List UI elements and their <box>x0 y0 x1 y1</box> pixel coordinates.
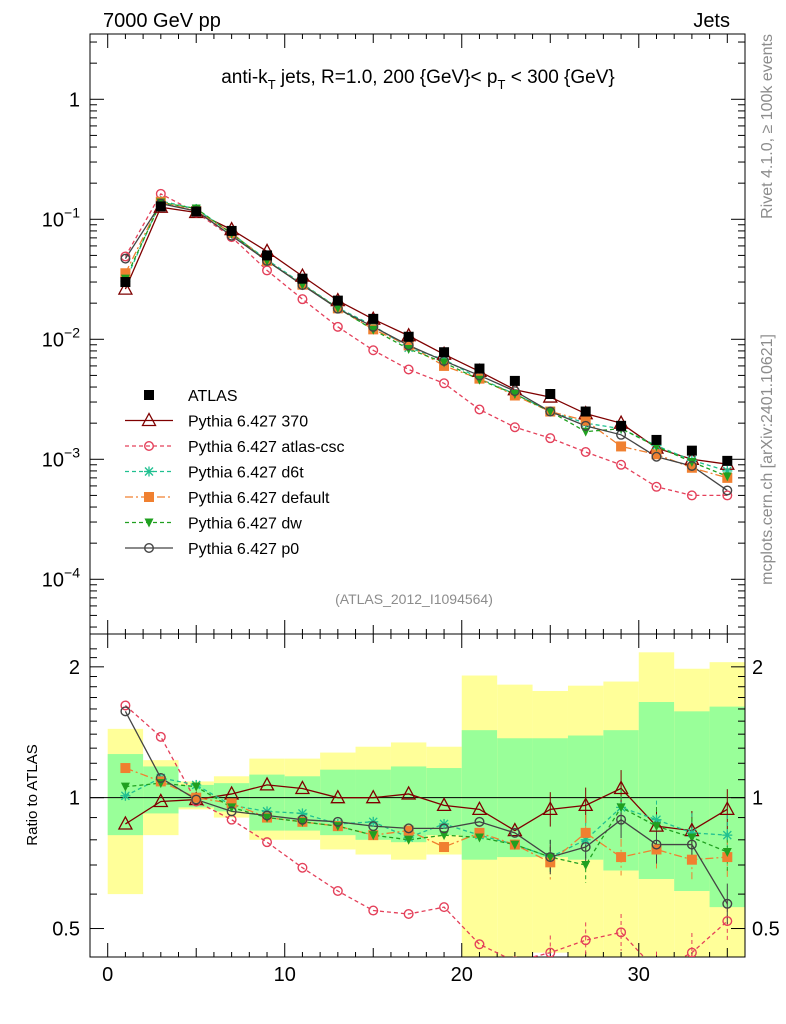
side-label-bottom: mcplots.cern.ch [arXiv:2401.10621] <box>759 334 776 585</box>
legend-label: ATLAS <box>188 388 238 405</box>
legend-label: Pythia 6.427 default <box>188 490 330 507</box>
legend-entry-default: Pythia 6.427 default <box>125 490 330 507</box>
main-y-tick-label: 10−3 <box>42 444 80 471</box>
point-atlas <box>156 201 166 211</box>
legend-entry-atlas-csc: Pythia 6.427 atlas-csc <box>125 439 345 456</box>
legend-marker <box>145 519 154 528</box>
point-atlas <box>120 277 130 287</box>
ratio-ylabel: Ratio to ATLAS <box>24 744 41 845</box>
legend-entry-dw: Pythia 6.427 dw <box>125 516 302 533</box>
point-atlas <box>545 389 555 399</box>
x-tick-label: 0 <box>102 964 113 986</box>
point-atlas <box>722 456 732 466</box>
legend-marker <box>144 467 154 477</box>
ratio-point-atlas-csc <box>511 957 520 966</box>
point-atlas <box>227 226 237 236</box>
legend-label: Pythia 6.427 d6t <box>188 465 304 482</box>
main-y-tick-label: 10−1 <box>42 204 80 231</box>
ratio-point-atlas-csc <box>652 966 661 975</box>
legend-entry-p0: Pythia 6.427 p0 <box>125 541 299 558</box>
legend-label: Pythia 6.427 atlas-csc <box>188 439 345 456</box>
legend-label: Pythia 6.427 370 <box>188 414 308 431</box>
point-atlas <box>333 296 343 306</box>
point-atlas <box>262 250 272 260</box>
point-atlas <box>651 435 661 445</box>
point-atlas <box>297 274 307 284</box>
legend-marker <box>143 414 156 426</box>
ratio-point-default <box>439 842 449 852</box>
chart-title: anti-kT jets, R=1.0, 200 {GeV}< pT < 300… <box>221 67 615 92</box>
ratio-point-default <box>616 852 626 862</box>
point-atlas <box>616 421 626 431</box>
point-atlas-csc <box>298 295 307 304</box>
point-atlas <box>581 407 591 417</box>
x-tick-label: 20 <box>451 964 473 986</box>
legend-entry-370: Pythia 6.427 370 <box>125 414 308 431</box>
ratio-point-default <box>120 763 130 773</box>
main-y-tick-label: 10−4 <box>42 564 80 591</box>
chart: 7000 GeV pp Jets Rivet 4.1.0, ≥ 100k eve… <box>0 0 786 1024</box>
legend-entry-d6t: Pythia 6.427 d6t <box>125 465 304 482</box>
uncertainty-bands <box>108 652 745 961</box>
ratio-point-d6t <box>120 791 130 801</box>
ratio-point-default <box>687 855 697 865</box>
legend-label: Pythia 6.427 dw <box>188 516 302 533</box>
point-atlas-csc <box>404 365 413 374</box>
side-label-top: Rivet 4.1.0, ≥ 100k events <box>759 34 776 219</box>
ratio-y-tick-label: 2 <box>69 657 80 679</box>
point-atlas <box>368 314 378 324</box>
main-y-tick-label: 10−2 <box>42 324 80 351</box>
point-atlas <box>510 376 520 386</box>
legend-marker <box>144 390 154 400</box>
ratio-y-tick-label-right: 2 <box>752 657 763 679</box>
ratio-y-tick-label-right: 1 <box>752 788 763 810</box>
point-atlas <box>687 446 697 456</box>
point-atlas-csc <box>475 405 484 414</box>
ratio-point-p0 <box>121 707 130 716</box>
x-tick-label: 10 <box>274 964 296 986</box>
ratio-point-atlas-csc <box>157 733 166 742</box>
analysis-watermark: (ATLAS_2012_I1094564) <box>335 591 493 607</box>
point-atlas <box>191 207 201 217</box>
x-tick-label: 30 <box>628 964 650 986</box>
point-atlas <box>474 364 484 374</box>
point-atlas <box>439 347 449 357</box>
legend-entry-atlas: ATLAS <box>144 388 238 405</box>
legend-label: Pythia 6.427 p0 <box>188 541 299 558</box>
ratio-point-d6t <box>722 830 732 840</box>
main-y-tick-label: 1 <box>69 89 80 111</box>
header-right: Jets <box>693 10 730 32</box>
band-green <box>356 770 391 840</box>
ratio-y-tick-label-right: 0.5 <box>752 919 780 941</box>
point-atlas-csc <box>581 448 590 457</box>
legend-marker <box>144 492 154 502</box>
ratio-y-tick-label: 0.5 <box>52 919 80 941</box>
ratio-y-tick-label: 1 <box>69 788 80 810</box>
point-default <box>616 441 626 451</box>
header-left: 7000 GeV pp <box>103 10 221 32</box>
ratio-point-default <box>581 828 591 838</box>
point-atlas <box>404 332 414 342</box>
series-line-dw <box>125 203 727 477</box>
